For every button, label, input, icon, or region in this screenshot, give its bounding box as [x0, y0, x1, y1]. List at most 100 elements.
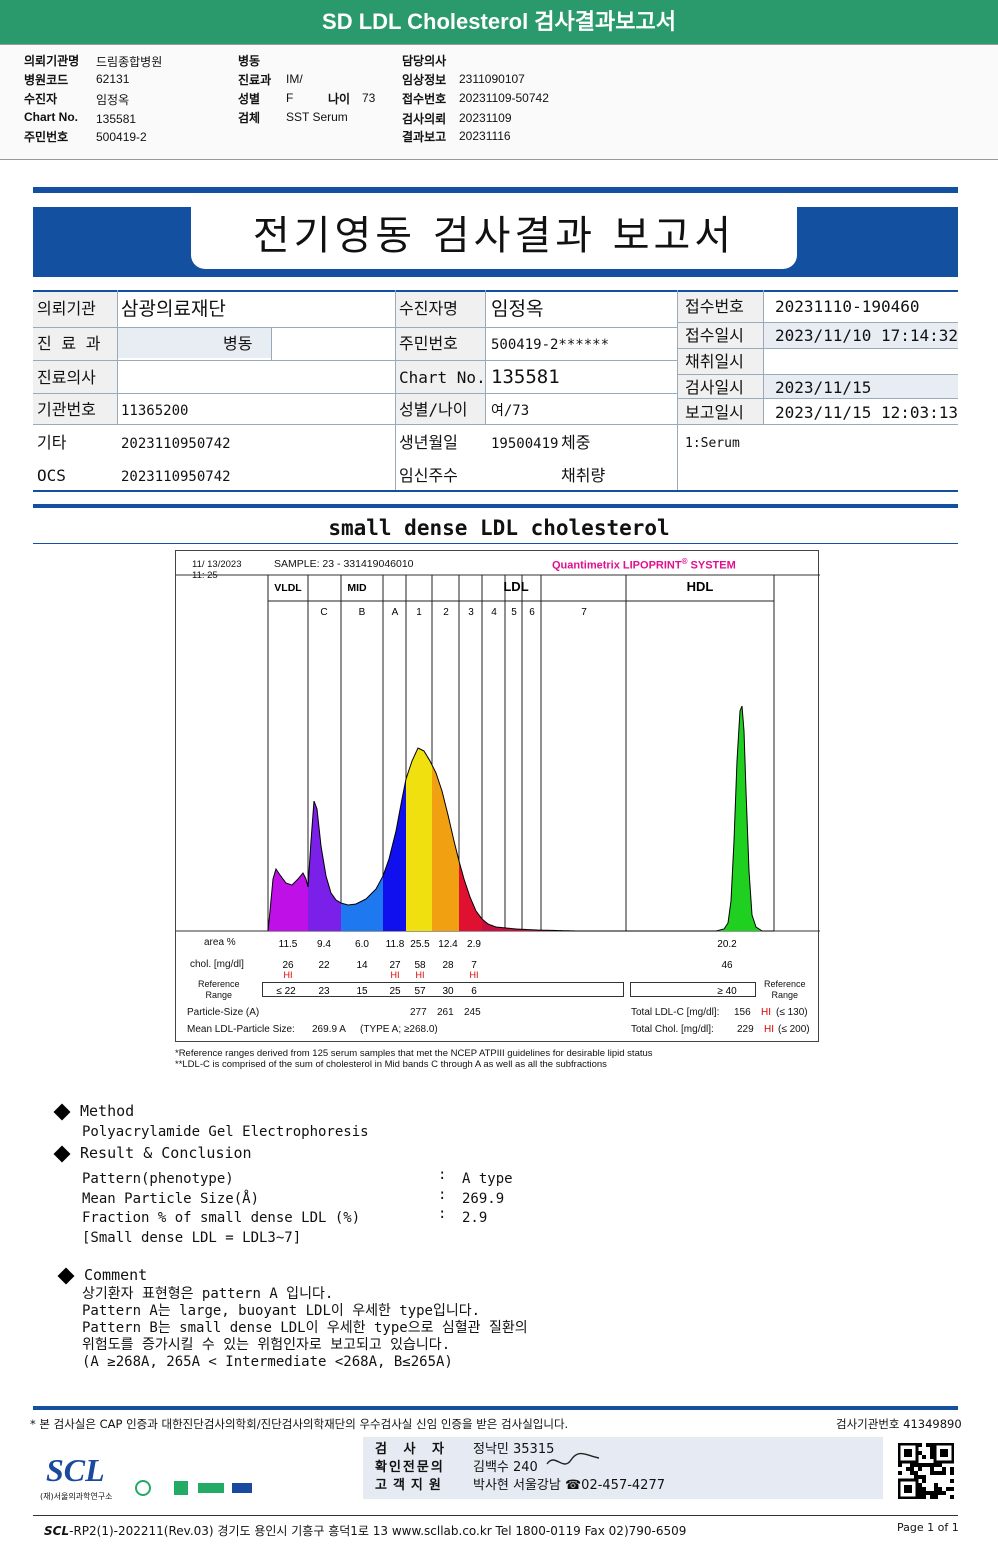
- ref-value: 57: [414, 986, 426, 997]
- field-clinical-info: 임상정보: [402, 73, 447, 87]
- fraction-area: [268, 869, 308, 931]
- label-bg-col3: [677, 290, 763, 424]
- value-rrn: 500419-2******: [491, 337, 610, 353]
- total-chol-ref: (≤ 200): [778, 1024, 810, 1035]
- band-label: B: [359, 607, 366, 618]
- area-value: 12.4: [438, 939, 458, 950]
- total-chol-label: Total Chol. [mg/dl]:: [631, 1024, 714, 1035]
- hi-flag: HI: [284, 970, 293, 980]
- area-value: 25.5: [410, 939, 430, 950]
- field-ward: 병동: [238, 54, 261, 68]
- field-sex-value: F: [286, 91, 294, 105]
- footnote-1: *Reference ranges derived from 125 serum…: [175, 1048, 653, 1059]
- report-header-title: SD LDL Cholesterol 검사결과보고서: [0, 0, 998, 44]
- chart-footnotes: *Reference ranges derived from 125 serum…: [175, 1048, 653, 1070]
- report-banner: 전기영동 검사결과 보고서: [33, 207, 958, 277]
- diamond-bullet-icon: [57, 1267, 75, 1284]
- result-note: [Small dense LDL = LDL3~7]: [82, 1230, 302, 1246]
- label-pregnancy: 임신주수: [399, 466, 458, 485]
- field-report-date: 결과보고: [402, 130, 447, 144]
- particle-size-label: Particle-Size (A): [187, 1007, 260, 1018]
- hi-flag: HI: [416, 970, 425, 980]
- hi-flag: HI: [470, 970, 479, 980]
- diamond-bullet-icon: [53, 1103, 71, 1120]
- total-ldl-flag: HI: [761, 1007, 771, 1018]
- field-clinical-info-value: 2311090107: [459, 72, 525, 86]
- field-receipt-no-value: 20231109-50742: [459, 91, 549, 105]
- field-receipt-no: 접수번호: [402, 92, 447, 106]
- confirm-value: 김백수 240: [473, 1460, 538, 1475]
- label-bg-col1: [33, 290, 117, 424]
- support-label: 고객지원: [375, 1478, 447, 1493]
- qr-code-icon[interactable]: [897, 1442, 955, 1500]
- bottom-text: -RP2(1)-202211(Rev.03) 경기도 용인시 기흥구 흥덕1로 …: [69, 1524, 687, 1538]
- top-rule: [33, 187, 958, 193]
- band-label: 4: [491, 607, 497, 618]
- mean-size-label: Mean LDL-Particle Size:: [187, 1024, 295, 1035]
- group-label-ldl: LDL: [503, 579, 528, 594]
- label-collect-amt: 채취량: [561, 466, 606, 485]
- value-inst-no: 11365200: [121, 403, 189, 419]
- value-patient: 임정옥: [491, 298, 544, 320]
- comment-heading: Comment: [57, 1266, 147, 1284]
- band-label: 1: [416, 607, 422, 618]
- tester-value: 정낙민 35315: [473, 1442, 555, 1457]
- value-etc: 2023110950742: [121, 436, 231, 452]
- ref-value: 23: [318, 986, 330, 997]
- label-etc: 기타: [37, 433, 67, 452]
- label-chart: Chart No.: [399, 368, 486, 387]
- label-institution: 의뢰기관: [37, 299, 96, 318]
- plot-border: [267, 574, 775, 932]
- lipoprint-chart: 11/ 13/2023 11: 25 SAMPLE: 23 - 331419046…: [175, 550, 820, 1042]
- ref-value: 30: [442, 986, 454, 997]
- total-ldl-ref: (≤ 130): [776, 1007, 808, 1018]
- method-heading: Method: [53, 1102, 134, 1120]
- chol-value: 46: [721, 960, 733, 971]
- result-value-1: A type: [462, 1171, 513, 1187]
- mean-size-type: (TYPE A; ≥268.0): [360, 1024, 438, 1035]
- row-label-chol: chol. [mg/dl]: [190, 959, 244, 970]
- label-collect-dt: 채취일시: [685, 352, 744, 371]
- result-value-3: 2.9: [462, 1210, 488, 1226]
- value-report-dt: 2023/11/15 12:03:13: [775, 403, 959, 422]
- row-label-ref-right: Reference Range: [764, 979, 806, 1000]
- group-label-vldl: VLDL: [274, 582, 302, 594]
- field-rrn-value: 500419-2: [96, 130, 147, 144]
- label-sex-age: 성별/나이: [399, 400, 468, 419]
- comment-line: 상기환자 표현형은 pattern A 입니다.: [82, 1286, 334, 1302]
- chol-value: 28: [442, 960, 454, 971]
- signature-box: 검 사 자 정낙민 35315 확인전문의 김백수 240 고객지원 박사현 서…: [363, 1437, 883, 1499]
- method-text: Polyacrylamide Gel Electrophoresis: [82, 1124, 369, 1140]
- band-label: 7: [581, 607, 587, 618]
- field-hospital-code-value: 62131: [96, 72, 130, 86]
- ref-value: ≥ 40: [717, 986, 737, 997]
- ref-value: ≤ 22: [276, 986, 296, 997]
- field-request-date: 검사의뢰: [402, 112, 447, 126]
- bottom-info: SCL-RP2(1)-202211(Rev.03) 경기도 용인시 기흥구 흥덕…: [44, 1522, 686, 1539]
- field-patient: 수진자: [24, 92, 58, 106]
- field-age: 나이: [328, 92, 351, 106]
- particle-size-2: 261: [437, 1007, 454, 1018]
- field-chart-no: Chart No.: [24, 110, 78, 124]
- ref-value: 15: [356, 986, 368, 997]
- comment-line: 위험도를 증가시킬 수 있는 위험인자로 보고되고 있습니다.: [82, 1337, 451, 1353]
- comment-line: Pattern A는 large, buoyant LDL이 우세한 type입…: [82, 1303, 481, 1319]
- field-age-value: 73: [362, 91, 376, 105]
- label-report-dt: 보고일시: [685, 403, 744, 422]
- label-ocs: OCS: [37, 466, 66, 485]
- label-receipt-no: 접수번호: [685, 297, 744, 316]
- fraction-area: [341, 876, 383, 931]
- label-test-dt: 검사일시: [685, 378, 744, 397]
- result-colon-2: :: [438, 1187, 447, 1203]
- footer-bottom-rule: [33, 1515, 958, 1516]
- chart-sample: SAMPLE: 23 - 331419046010: [274, 558, 414, 570]
- section-rule-bottom: [33, 543, 958, 544]
- band-label: 5: [511, 607, 517, 618]
- row-label-area: area %: [204, 937, 236, 948]
- value-sex-age: 여/73: [491, 403, 530, 419]
- group-label-hdl: HDL: [687, 579, 714, 594]
- group-label-mid: MID: [347, 582, 367, 594]
- band-label: A: [392, 607, 399, 618]
- fraction-area: [406, 748, 432, 931]
